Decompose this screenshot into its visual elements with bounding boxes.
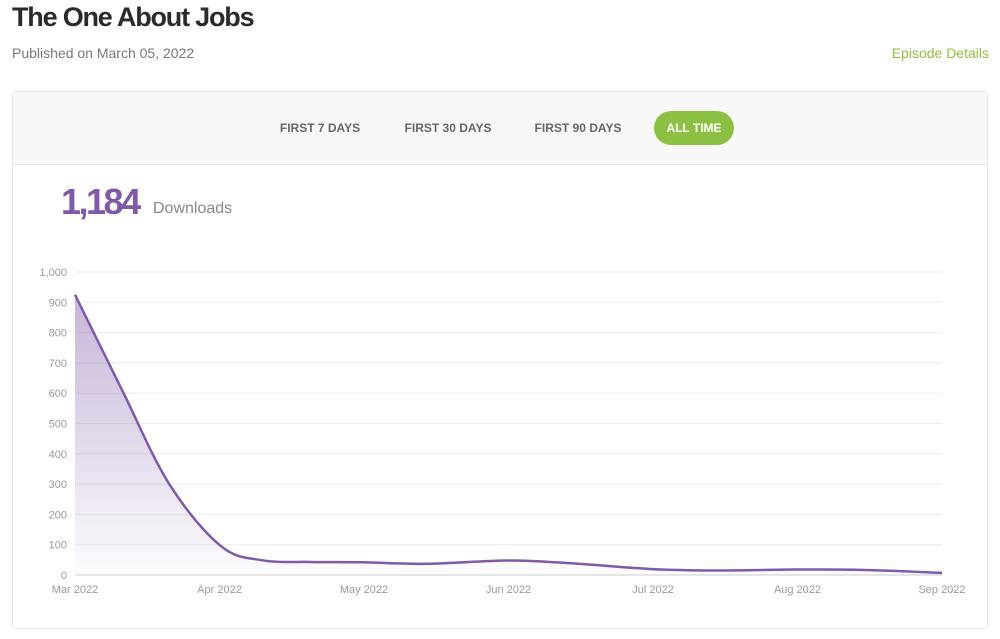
x-tick-label: Aug 2022	[774, 584, 821, 596]
page-title: The One About Jobs	[12, 2, 255, 32]
downloads-line	[73, 294, 943, 575]
y-tick-label: 1,000	[39, 267, 67, 279]
downloads-label: Downloads	[153, 200, 233, 217]
x-tick-label: Mar 2022	[52, 584, 98, 596]
published-date: Published on March 05, 2022	[12, 45, 195, 61]
episode-details-link[interactable]: Episode Details	[891, 45, 989, 61]
y-tick-label: 100	[49, 540, 67, 552]
time-range-tabs: FIRST 7 DAYS FIRST 30 DAYS FIRST 90 DAYS…	[13, 92, 987, 165]
y-tick-label: 700	[49, 358, 67, 370]
tab-all-time[interactable]: ALL TIME	[654, 111, 734, 145]
y-tick-label: 800	[49, 328, 67, 340]
tab-first-30-days[interactable]: FIRST 30 DAYS	[404, 121, 492, 135]
x-tick-label: Sep 2022	[918, 584, 965, 596]
y-tick-label: 0	[61, 570, 67, 582]
tab-first-90-days[interactable]: FIRST 90 DAYS	[534, 121, 622, 135]
tab-first-7-days[interactable]: FIRST 7 DAYS	[279, 121, 361, 135]
y-axis-ticks: 0 100 200 300 400 500 600 700 800 900 1,000	[39, 267, 67, 582]
x-tick-label: Jul 2022	[632, 584, 674, 596]
stats-panel: FIRST 7 DAYS FIRST 30 DAYS FIRST 90 DAYS…	[12, 91, 988, 629]
downloads-count: 1,184	[61, 181, 141, 222]
y-tick-label: 300	[49, 479, 67, 491]
x-tick-label: Jun 2022	[486, 584, 531, 596]
y-tick-label: 200	[49, 509, 67, 521]
chart-gridlines	[75, 271, 942, 546]
downloads-area	[75, 294, 942, 575]
x-tick-label: Apr 2022	[197, 584, 242, 596]
y-tick-label: 600	[49, 388, 67, 400]
y-tick-label: 500	[49, 419, 67, 431]
y-tick-label: 400	[49, 449, 67, 461]
x-axis-ticks: Mar 2022 Apr 2022 May 2022 Jun 2022 Jul 2022…	[52, 584, 966, 596]
x-tick-label: May 2022	[340, 584, 388, 596]
y-tick-label: 900	[49, 297, 67, 309]
